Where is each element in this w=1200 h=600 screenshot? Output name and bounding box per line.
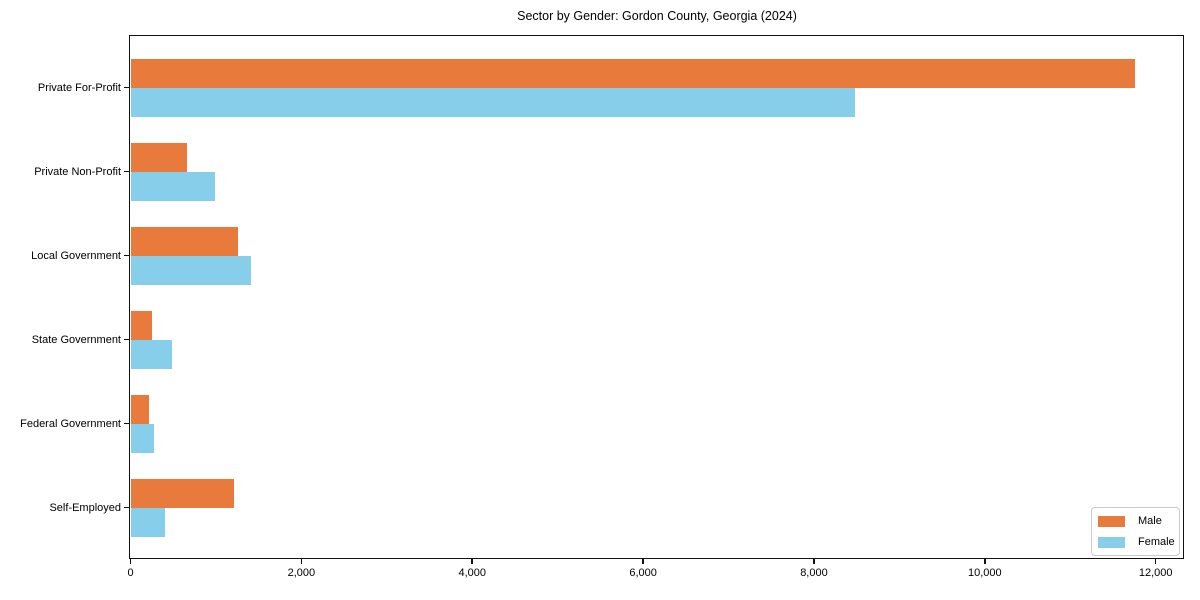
x-axis-tick-label: 10,000	[968, 567, 1002, 579]
x-axis-tick-label: 12,000	[1138, 567, 1173, 579]
x-axis-tick	[984, 559, 986, 564]
y-axis-label: State Government	[31, 333, 121, 346]
y-axis-tick	[124, 170, 129, 173]
legend-label: Female	[1138, 536, 1175, 548]
legend-item: Female	[1098, 536, 1175, 548]
y-axis-tick	[124, 86, 129, 89]
chart-title: Sector by Gender: Gordon County, Georgia…	[517, 9, 797, 23]
legend-swatch-female	[1098, 536, 1125, 548]
x-axis-tick-label: 6,000	[629, 567, 657, 579]
female-bar	[130, 339, 172, 369]
male-bar	[130, 394, 149, 424]
female-bar	[130, 507, 165, 537]
legend: Male Female	[1091, 507, 1180, 556]
legend-item: Male	[1098, 515, 1171, 527]
female-bar	[130, 423, 154, 453]
x-axis-tick	[813, 559, 815, 564]
male-bar	[130, 226, 238, 256]
male-bar	[130, 478, 234, 508]
x-axis-tick	[1154, 559, 1157, 564]
female-bar	[130, 87, 855, 117]
male-bar	[130, 58, 1135, 88]
y-axis-label: Local Government	[31, 249, 121, 262]
x-axis-tick	[642, 559, 644, 564]
x-axis-tick-label: 2,000	[287, 567, 316, 579]
y-axis-tick	[124, 254, 129, 257]
plot-area	[129, 35, 1184, 559]
male-bar	[130, 310, 152, 340]
x-axis-tick	[300, 559, 303, 564]
y-axis-tick	[124, 338, 129, 341]
female-bar	[130, 255, 251, 285]
x-axis-tick-label: 4,000	[458, 567, 486, 579]
legend-swatch-male	[1098, 515, 1125, 527]
x-axis-tick-label: 8,000	[800, 567, 828, 579]
y-axis-label: Federal Government	[20, 417, 121, 430]
y-axis-label: Private Non-Profit	[34, 165, 121, 178]
x-axis-tick	[471, 559, 473, 564]
y-axis-label: Self-Employed	[49, 501, 121, 514]
male-bar	[130, 142, 187, 172]
y-axis-tick	[124, 506, 129, 509]
y-axis-label: Private For-Profit	[37, 81, 121, 94]
legend-label: Male	[1138, 515, 1162, 527]
x-axis-tick-label: 0	[127, 567, 134, 579]
female-bar	[130, 171, 215, 201]
x-axis-tick	[129, 559, 132, 564]
y-axis-tick	[124, 422, 129, 425]
